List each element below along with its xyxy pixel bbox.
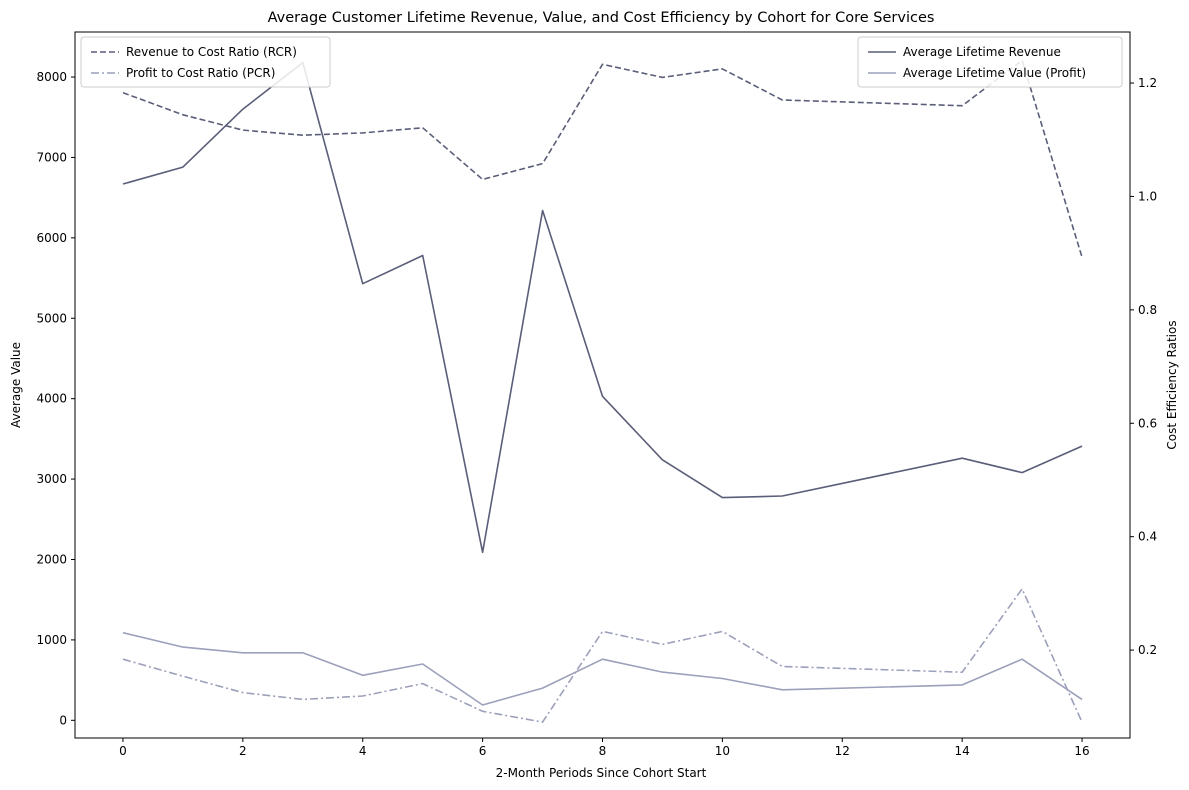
legend-values: Average Lifetime Revenue Average Lifetime… [857, 36, 1123, 88]
average-lifetime-value-line [122, 631, 1083, 706]
x-tick-label: 6 [479, 744, 487, 758]
y-right-tick-label: 1.0 [1138, 189, 1157, 203]
y-right-tick-label: 0.6 [1138, 416, 1157, 430]
revenue-to-cost-ratio-line [122, 59, 1083, 258]
chart-title: Average Customer Lifetime Revenue, Value… [268, 10, 935, 26]
y-left-axis-label: Average Value [9, 342, 23, 428]
y-left-tick-label: 4000 [36, 392, 67, 406]
y-left-tick-label: 5000 [36, 311, 67, 325]
x-tick-label: 0 [119, 744, 127, 758]
y-left-tick-label: 0 [59, 713, 67, 727]
y-right-axis-label: Cost Efficiency Ratios [1165, 320, 1179, 449]
x-tick-label: 4 [359, 744, 367, 758]
x-tick-label: 8 [599, 744, 607, 758]
y-left-tick-label: 1000 [36, 633, 67, 647]
y-right-tick-label: 0.4 [1138, 530, 1157, 544]
y-left-tick-label: 7000 [36, 150, 67, 164]
legend-box [80, 36, 331, 88]
average-lifetime-value-legend-label: Average Lifetime Value (Profit) [903, 66, 1086, 80]
y-right-tick-label: 1.2 [1138, 76, 1157, 90]
x-tick-label: 16 [1074, 744, 1089, 758]
plot-frame [74, 31, 1131, 739]
revenue-to-cost-ratio-legend-label: Revenue to Cost Ratio (RCR) [126, 45, 297, 59]
profit-to-cost-ratio-legend-label: Profit to Cost Ratio (PCR) [126, 66, 275, 80]
y-left-tick-label: 3000 [36, 472, 67, 486]
y-left-tick-label: 8000 [36, 70, 67, 84]
average-lifetime-revenue-line [122, 61, 1083, 554]
y-right-tick-label: 0.8 [1138, 303, 1157, 317]
x-tick-label: 2 [239, 744, 247, 758]
legend-ratios: Revenue to Cost Ratio (RCR) Profit to Cos… [80, 36, 331, 88]
average-lifetime-revenue-legend-label: Average Lifetime Revenue [903, 45, 1061, 59]
x-tick-label: 14 [955, 744, 970, 758]
legend-box [857, 36, 1123, 88]
y-left-tick-label: 2000 [36, 552, 67, 566]
y-right-axis-ticks: 0.2 0.4 0.6 0.8 1.0 1.2 [1130, 76, 1157, 657]
y-right-tick-label: 0.2 [1138, 643, 1157, 657]
y-left-tick-label: 6000 [36, 231, 67, 245]
x-axis-label: 2-Month Periods Since Cohort Start [496, 766, 707, 780]
x-tick-label: 10 [715, 744, 730, 758]
series-lines [122, 59, 1083, 723]
profit-to-cost-ratio-line [122, 588, 1083, 723]
x-tick-label: 12 [835, 744, 850, 758]
y-left-axis-ticks: 0 1000 2000 3000 4000 5000 6000 7000 8000 [36, 70, 75, 727]
x-axis-ticks: 0 2 4 6 8 10 12 14 16 [119, 738, 1090, 758]
